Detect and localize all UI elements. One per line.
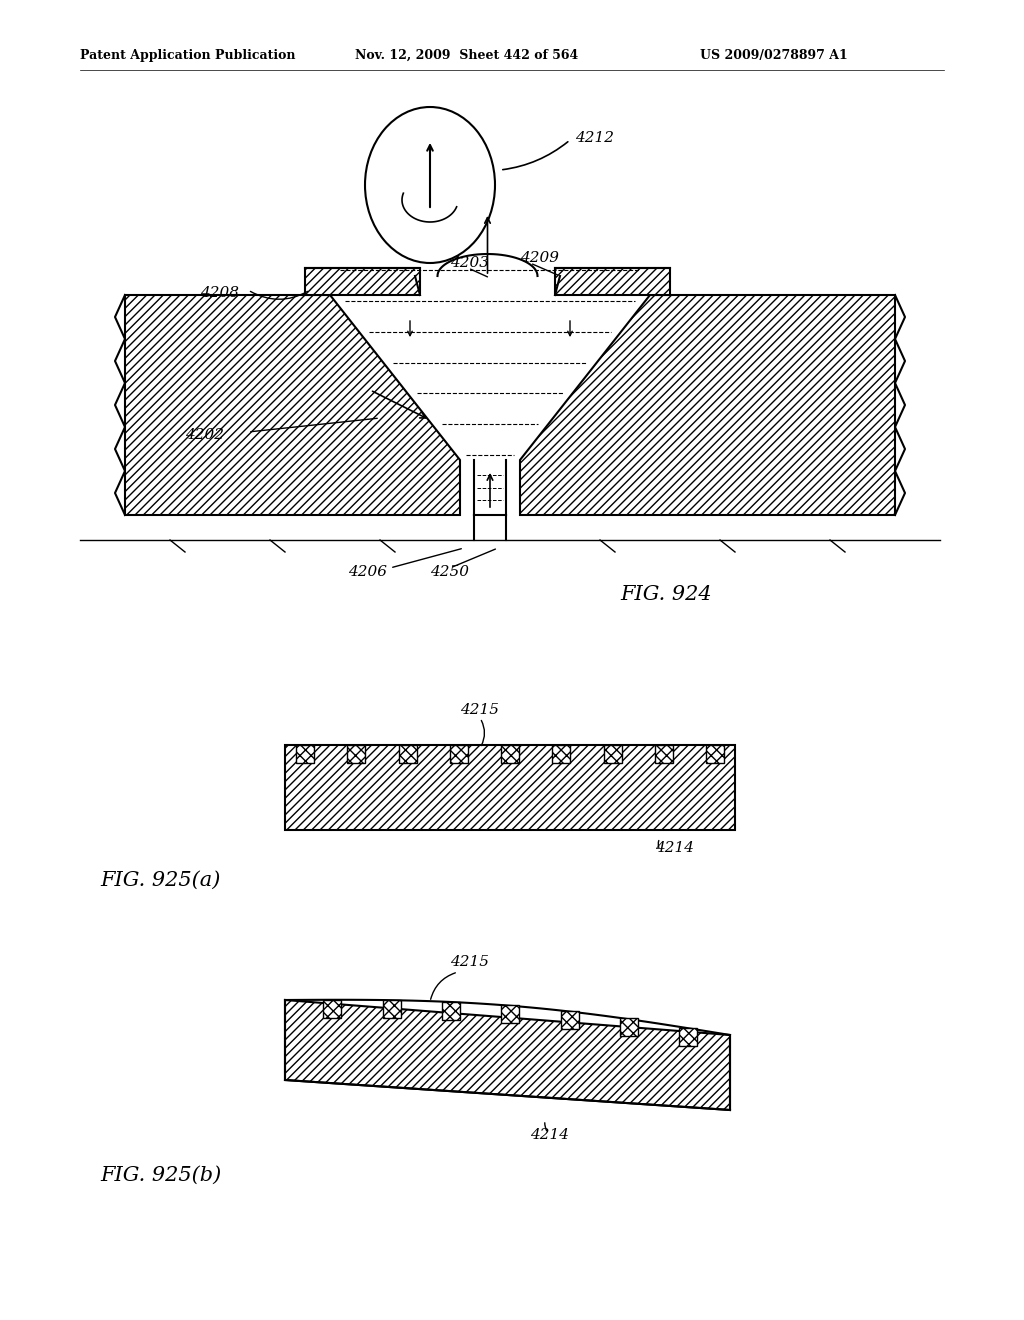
Polygon shape — [706, 744, 724, 763]
Text: 4214: 4214 — [530, 1129, 569, 1142]
Polygon shape — [520, 294, 895, 515]
Polygon shape — [603, 744, 622, 763]
Text: 4203: 4203 — [450, 256, 489, 271]
Text: FIG. 925(a): FIG. 925(a) — [100, 870, 220, 890]
Polygon shape — [442, 1002, 460, 1020]
Polygon shape — [561, 1011, 579, 1030]
Polygon shape — [502, 1005, 519, 1023]
Text: 4209: 4209 — [520, 251, 559, 265]
Polygon shape — [324, 999, 341, 1018]
Polygon shape — [125, 294, 460, 515]
Polygon shape — [398, 744, 417, 763]
Text: 4212: 4212 — [575, 131, 614, 145]
Polygon shape — [383, 1001, 400, 1018]
Text: Patent Application Publication: Patent Application Publication — [80, 49, 296, 62]
Text: Nov. 12, 2009  Sheet 442 of 564: Nov. 12, 2009 Sheet 442 of 564 — [355, 49, 579, 62]
Text: 4215: 4215 — [460, 704, 499, 717]
Text: FIG. 925(b): FIG. 925(b) — [100, 1166, 221, 1184]
Polygon shape — [305, 268, 420, 294]
Polygon shape — [680, 1028, 697, 1045]
Text: 4214: 4214 — [655, 841, 694, 855]
Polygon shape — [552, 744, 570, 763]
Text: 4215: 4215 — [450, 954, 489, 969]
Polygon shape — [296, 744, 314, 763]
Polygon shape — [450, 744, 468, 763]
Polygon shape — [621, 1018, 638, 1036]
Text: US 2009/0278897 A1: US 2009/0278897 A1 — [700, 49, 848, 62]
Polygon shape — [347, 744, 366, 763]
Text: 4250: 4250 — [430, 565, 469, 579]
Text: FIG. 924: FIG. 924 — [620, 586, 712, 605]
Polygon shape — [501, 744, 519, 763]
Polygon shape — [285, 1001, 730, 1110]
Text: 4208: 4208 — [200, 286, 239, 300]
Text: 4202: 4202 — [185, 428, 224, 442]
Polygon shape — [555, 268, 670, 294]
Polygon shape — [285, 744, 735, 830]
Polygon shape — [654, 744, 673, 763]
Text: 4206: 4206 — [348, 565, 387, 579]
